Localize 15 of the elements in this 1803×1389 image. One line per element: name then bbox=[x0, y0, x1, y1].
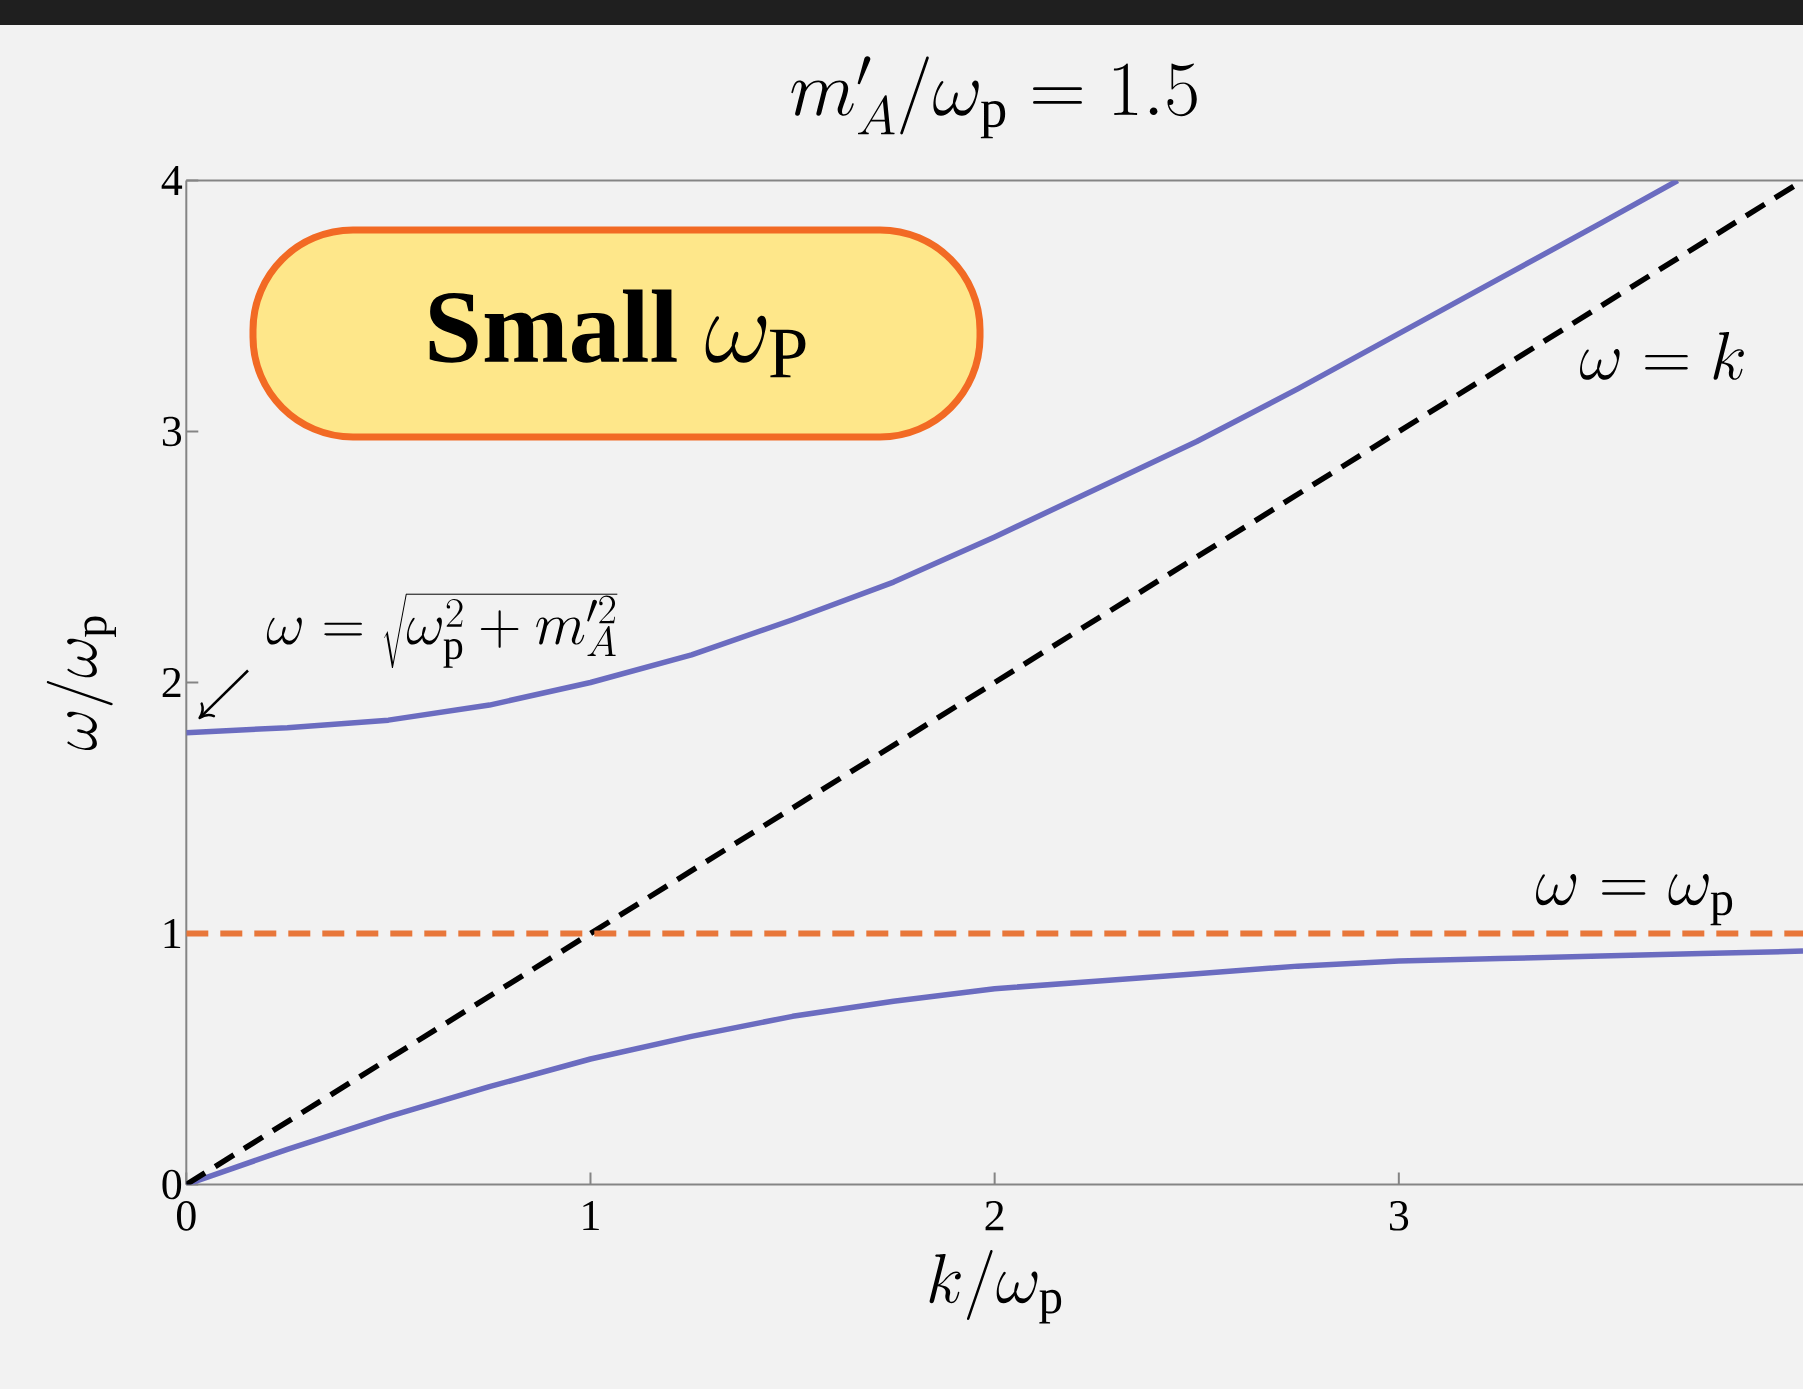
y-tick-label: 1 bbox=[164, 918, 181, 949]
series-label: $\omega = k$ bbox=[1580, 331, 1744, 380]
y-tick-label: 2 bbox=[162, 667, 181, 698]
y-tick-label: 3 bbox=[162, 416, 182, 447]
annotation: $\textbf{Small}\ \omega_{\mathrm{P}}$ bbox=[429, 289, 806, 378]
y-axis-title: $\omega/\omega_\mathrm{p}$ bbox=[46, 616, 116, 751]
x-tick-label: 1 bbox=[583, 1201, 599, 1231]
chart-title: $m'_A/\omega_\mathrm{p} = 1.5$ bbox=[791, 56, 1197, 139]
y-tick-label: 4 bbox=[161, 166, 183, 195]
annotation: $\omega = \sqrt{\omega_\mathrm{p}^2 + m_A'^2}$ bbox=[266, 593, 618, 669]
x-tick-label: 3 bbox=[1389, 1201, 1409, 1231]
y-tick-label: 0 bbox=[162, 1169, 182, 1200]
ref-line-label: $\omega = \omega_\mathrm{p}$ bbox=[1536, 874, 1733, 926]
x-tick-label: 2 bbox=[985, 1201, 1004, 1231]
x-axis-title: $k/\omega_\mathrm{p}$ bbox=[929, 1250, 1062, 1324]
